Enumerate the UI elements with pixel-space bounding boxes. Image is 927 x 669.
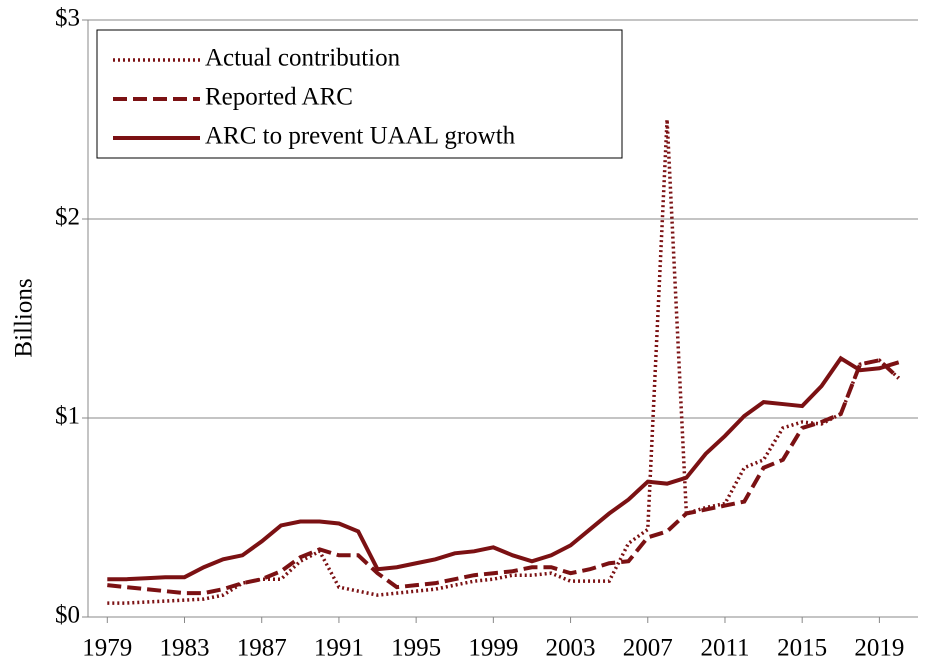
x-tick-label: 1983	[160, 635, 210, 662]
legend-label: Reported ARC	[205, 84, 353, 111]
y-tick-label: $0	[55, 602, 80, 629]
x-tick-label: 2003	[546, 635, 596, 662]
x-tick-label: 1999	[468, 635, 518, 662]
y-axis-label: Billions	[11, 278, 38, 357]
x-tick-label: 1979	[82, 635, 132, 662]
x-tick-label: 2011	[700, 635, 749, 662]
series-line	[107, 358, 901, 596]
legend-label: Actual contribution	[205, 45, 401, 72]
series-line	[107, 355, 900, 582]
y-tick-label: $1	[55, 403, 80, 430]
x-tick-label: 1991	[314, 635, 364, 662]
x-tick-label: 2015	[777, 635, 827, 662]
x-tick-label: 1995	[391, 635, 441, 662]
x-tick-label: 1987	[237, 635, 287, 662]
x-tick-label: 2019	[854, 635, 904, 662]
x-tick-label: 2007	[623, 635, 673, 662]
series-line	[107, 119, 900, 605]
y-tick-label: $3	[55, 5, 80, 32]
y-tick-label: $2	[55, 204, 80, 231]
legend-label: ARC to prevent UAAL growth	[205, 123, 516, 150]
